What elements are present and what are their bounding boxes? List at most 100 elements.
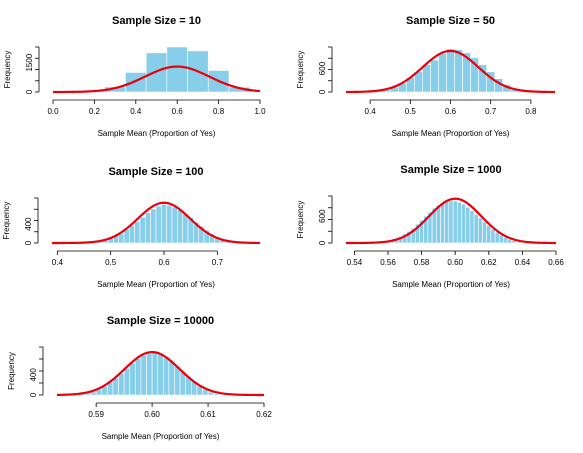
histogram-bar xyxy=(482,221,487,244)
x-tick-label: 0.6 xyxy=(445,107,457,116)
histogram-bar xyxy=(486,225,492,244)
histogram-bar xyxy=(511,240,517,244)
y-tick-label: 0 xyxy=(318,240,327,245)
histogram-bar xyxy=(444,201,450,244)
histogram-bar xyxy=(430,59,439,93)
x-axis-label: Sample Mean (Proportion of Yes) xyxy=(102,432,220,441)
histogram-bar xyxy=(454,49,463,93)
histogram-bar xyxy=(490,228,496,244)
y-tick-label: 600 xyxy=(318,61,327,75)
y-tick-label: 0 xyxy=(24,240,33,245)
x-tick-label: 0.8 xyxy=(213,107,225,116)
x-tick-label: 0.60 xyxy=(447,258,463,267)
x-tick-label: 0.7 xyxy=(485,107,497,116)
x-tick-label: 0.62 xyxy=(481,258,497,267)
histogram-bar xyxy=(465,206,471,244)
x-tick-label: 0.0 xyxy=(47,107,59,116)
y-axis-label: Frequency xyxy=(296,51,305,89)
x-tick-label: 0.61 xyxy=(200,410,216,419)
histogram-bar xyxy=(166,46,188,93)
histogram-bar xyxy=(161,203,167,244)
normal-curve xyxy=(56,350,264,397)
histogram-bar xyxy=(125,72,147,93)
x-tick-label: 0.4 xyxy=(130,107,142,116)
histogram-bar xyxy=(435,204,441,244)
histogram-bar xyxy=(469,210,475,244)
histogram-bar xyxy=(182,213,189,244)
histogram-bar xyxy=(440,202,445,244)
histogram-bar xyxy=(129,362,136,396)
histogram-bar xyxy=(155,205,162,244)
x-tick-label: 0.58 xyxy=(414,258,430,267)
histogram-bar xyxy=(477,217,483,244)
y-axis-label: Frequency xyxy=(296,201,305,239)
x-tick-label: 0.4 xyxy=(52,258,64,267)
x-tick-label: 0.8 xyxy=(525,107,537,116)
y-axis-label: Frequency xyxy=(2,202,11,240)
histogram-bar xyxy=(448,200,454,244)
x-axis-label: Sample Mean (Proportion of Yes) xyxy=(392,280,510,289)
histogram-bar xyxy=(151,352,159,396)
histogram-bar xyxy=(145,212,151,244)
histogram-bar xyxy=(456,201,462,244)
histogram-panel: Sample Size = 1000 0.54 0.56 0.58 0.60 0.62 0.… xyxy=(296,164,564,289)
panel-title: Sample Size = 50 xyxy=(406,15,495,27)
x-axis-label: Sample Mean (Proportion of Yes) xyxy=(392,129,510,138)
histogram-bar xyxy=(118,233,125,244)
x-tick-label: 0.7 xyxy=(212,258,224,267)
x-tick-label: 0.62 xyxy=(256,410,272,419)
histogram-bar xyxy=(118,372,125,396)
x-tick-label: 0.64 xyxy=(515,258,531,267)
histogram-bar xyxy=(139,217,146,244)
x-tick-label: 0.66 xyxy=(548,258,564,267)
x-tick-label: 0.4 xyxy=(365,107,377,116)
histogram-bar xyxy=(150,208,157,244)
histogram-bar xyxy=(162,356,170,396)
histogram-bar xyxy=(174,365,181,396)
histogram-bar xyxy=(157,353,164,396)
histogram-bar xyxy=(112,377,119,396)
panel-title: Sample Size = 10000 xyxy=(107,315,214,327)
normal-curve xyxy=(52,65,261,94)
x-tick-label: 0.5 xyxy=(405,107,417,116)
normal-curve xyxy=(346,197,557,245)
histogram-bar xyxy=(168,360,175,396)
x-tick-label: 0.54 xyxy=(347,258,363,267)
x-tick-label: 0.59 xyxy=(88,410,104,419)
panel-title: Sample Size = 1000 xyxy=(400,164,501,176)
histogram-bar xyxy=(171,206,178,244)
histogram-bar xyxy=(507,239,513,244)
histogram-panel: Sample Size = 10 0.0 0.2 0.4 0.6 0.8 1.0 0 1500 S… xyxy=(3,15,266,138)
histogram-bar xyxy=(135,358,142,396)
histogram-panel: Sample Size = 50 0.4 0.5 0.6 0.7 0.8 0 600 Sampl… xyxy=(296,15,556,138)
histogram-bar xyxy=(452,200,458,244)
y-tick-label: 0 xyxy=(25,89,34,94)
histogram-bar xyxy=(438,53,447,93)
histogram-bar xyxy=(134,221,141,244)
x-tick-label: 0.60 xyxy=(144,410,160,419)
histogram-bar xyxy=(129,225,135,244)
histogram-bar xyxy=(146,352,153,396)
y-tick-label: 0 xyxy=(29,392,38,397)
histogram-bar xyxy=(213,393,220,396)
x-axis-label: Sample Mean (Proportion of Yes) xyxy=(97,280,215,289)
x-tick-label: 0.5 xyxy=(105,258,117,267)
histogram-bar xyxy=(515,241,521,244)
histogram-bar xyxy=(461,203,466,244)
y-axis-label: Frequency xyxy=(7,352,16,390)
histogram-bar xyxy=(498,234,504,244)
histogram-bar xyxy=(123,229,130,244)
histogram-panel: Sample Size = 100 0.4 0.5 0.6 0.7 0 400 Sample … xyxy=(2,166,261,289)
x-tick-label: 1.0 xyxy=(254,107,266,116)
histogram-bar xyxy=(494,231,500,244)
y-tick-label: 400 xyxy=(29,368,38,382)
normal-curve xyxy=(345,49,556,94)
normal-curve xyxy=(51,201,261,245)
y-tick-label: 400 xyxy=(24,217,33,231)
histogram-bar xyxy=(446,48,455,93)
histogram-panel: Sample Size = 10000 0.59 0.60 0.61 0.62 0 400 S… xyxy=(7,315,272,441)
x-tick-label: 0.6 xyxy=(158,258,170,267)
x-tick-label: 0.2 xyxy=(89,107,101,116)
histogram-bar xyxy=(140,354,147,396)
